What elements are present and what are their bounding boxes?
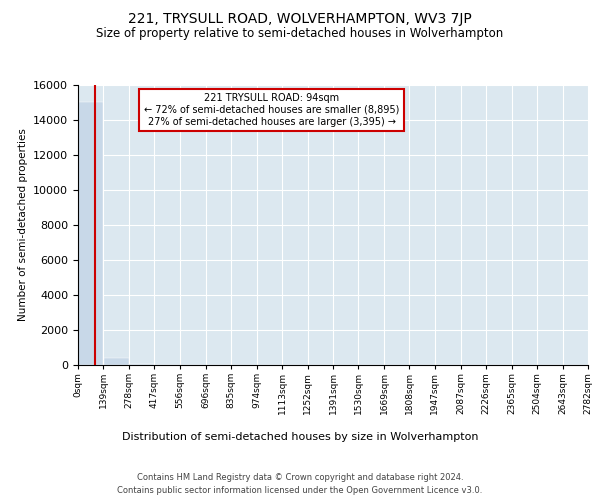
Bar [78, 102, 103, 365]
Text: Distribution of semi-detached houses by size in Wolverhampton: Distribution of semi-detached houses by … [122, 432, 478, 442]
Text: 221 TRYSULL ROAD: 94sqm
← 72% of semi-detached houses are smaller (8,895)
27% of: 221 TRYSULL ROAD: 94sqm ← 72% of semi-de… [144, 94, 400, 126]
Text: Contains HM Land Registry data © Crown copyright and database right 2024.: Contains HM Land Registry data © Crown c… [137, 472, 463, 482]
Text: Size of property relative to semi-detached houses in Wolverhampton: Size of property relative to semi-detach… [97, 28, 503, 40]
Text: Contains public sector information licensed under the Open Government Licence v3: Contains public sector information licen… [118, 486, 482, 495]
Y-axis label: Number of semi-detached properties: Number of semi-detached properties [17, 128, 28, 322]
Text: 221, TRYSULL ROAD, WOLVERHAMPTON, WV3 7JP: 221, TRYSULL ROAD, WOLVERHAMPTON, WV3 7J… [128, 12, 472, 26]
Bar [104, 358, 129, 365]
Bar [129, 364, 154, 365]
